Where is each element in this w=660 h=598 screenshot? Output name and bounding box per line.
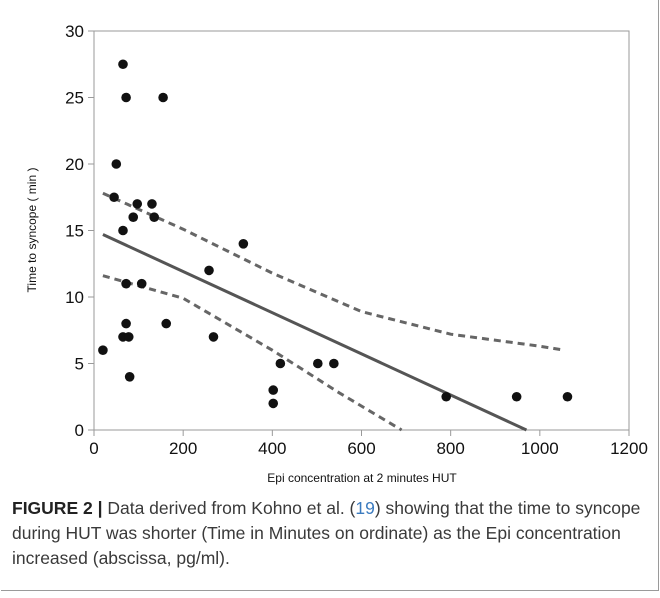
data-point (147, 199, 157, 209)
y-tick-label: 20 (65, 155, 84, 174)
data-point (268, 398, 279, 409)
data-point (121, 278, 131, 289)
data-point (118, 225, 128, 236)
data-point (511, 391, 522, 402)
x-axis: 0 200 400 600 800 1000 1200 (89, 430, 648, 458)
data-point (109, 192, 119, 203)
data-point (132, 199, 143, 209)
plot-area-frame (93, 30, 630, 431)
data-point (238, 239, 249, 249)
data-point (329, 358, 339, 369)
data-point (111, 159, 122, 169)
data-point (128, 212, 139, 222)
y-axis: 0 5 10 15 20 25 30 (65, 22, 94, 440)
data-point (158, 92, 168, 103)
confidence-bands (102, 191, 565, 432)
lower-confidence-band (102, 274, 403, 432)
y-tick-label: 30 (65, 22, 84, 41)
y-tick-label: 25 (65, 89, 84, 108)
data-point (268, 385, 279, 395)
data-point (313, 358, 323, 369)
data-points (98, 59, 573, 409)
y-tick-label: 15 (65, 222, 84, 241)
y-tick-label: 0 (75, 421, 84, 440)
x-axis-label: Epi concentration at 2 minutes HUT (267, 471, 457, 485)
x-tick-label: 200 (169, 439, 197, 458)
data-point (121, 318, 131, 329)
scatter-chart: 0 5 10 15 20 25 30 0 200 400 600 800 1000 1200 Epi c… (25, 22, 648, 485)
data-point (208, 332, 219, 342)
y-tick-label: 10 (65, 288, 84, 307)
data-point (98, 345, 108, 356)
caption-text-start: Data derived from Kohno et al. ( (107, 498, 356, 518)
data-point (275, 358, 286, 369)
y-axis-label: Time to syncope ( min ) (25, 168, 39, 293)
data-point (136, 278, 147, 289)
data-point (123, 332, 134, 342)
data-point (118, 59, 128, 70)
x-tick-label: 400 (258, 439, 286, 458)
data-point (441, 391, 452, 402)
x-tick-label: 800 (436, 439, 464, 458)
figure-caption: FIGURE 2 | Data derived from Kohno et al… (12, 496, 642, 571)
x-tick-label: 600 (347, 439, 375, 458)
x-tick-label: 1000 (521, 439, 559, 458)
figure-label: FIGURE 2 | (12, 498, 103, 518)
data-point (161, 318, 172, 329)
data-point (562, 391, 573, 402)
caption-text-end: ) showing that the time to syncope durin… (12, 498, 641, 568)
x-tick-label: 0 (89, 439, 98, 458)
data-point (121, 92, 131, 103)
x-tick-label: 1200 (610, 439, 648, 458)
data-point (124, 372, 135, 382)
upper-confidence-band (102, 191, 565, 352)
data-point (204, 265, 214, 276)
regression-line (102, 233, 528, 432)
y-tick-label: 5 (75, 355, 84, 374)
data-point (149, 212, 159, 222)
reference-link[interactable]: 19 (355, 498, 375, 518)
